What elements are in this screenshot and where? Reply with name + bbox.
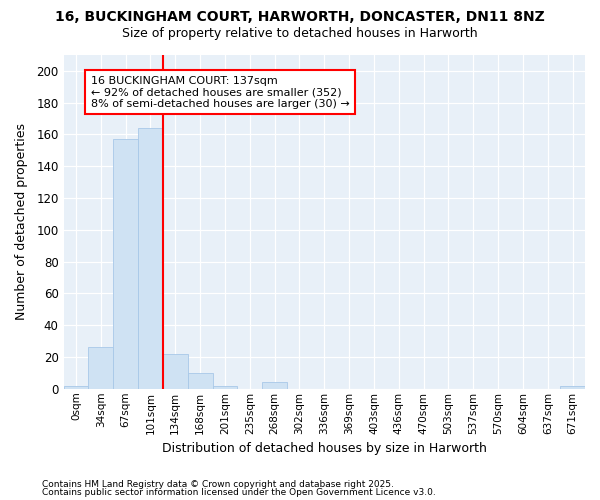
Bar bbox=[262, 382, 287, 389]
Bar bbox=[560, 386, 585, 389]
Bar bbox=[64, 386, 88, 389]
Bar bbox=[113, 139, 138, 389]
X-axis label: Distribution of detached houses by size in Harworth: Distribution of detached houses by size … bbox=[162, 442, 487, 455]
Text: Contains public sector information licensed under the Open Government Licence v3: Contains public sector information licen… bbox=[42, 488, 436, 497]
Bar bbox=[138, 128, 163, 389]
Text: 16 BUCKINGHAM COURT: 137sqm
← 92% of detached houses are smaller (352)
8% of sem: 16 BUCKINGHAM COURT: 137sqm ← 92% of det… bbox=[91, 76, 350, 109]
Bar bbox=[88, 348, 113, 389]
Bar bbox=[212, 386, 238, 389]
Text: Size of property relative to detached houses in Harworth: Size of property relative to detached ho… bbox=[122, 28, 478, 40]
Text: Contains HM Land Registry data © Crown copyright and database right 2025.: Contains HM Land Registry data © Crown c… bbox=[42, 480, 394, 489]
Text: 16, BUCKINGHAM COURT, HARWORTH, DONCASTER, DN11 8NZ: 16, BUCKINGHAM COURT, HARWORTH, DONCASTE… bbox=[55, 10, 545, 24]
Bar bbox=[163, 354, 188, 389]
Y-axis label: Number of detached properties: Number of detached properties bbox=[15, 124, 28, 320]
Bar bbox=[188, 373, 212, 389]
